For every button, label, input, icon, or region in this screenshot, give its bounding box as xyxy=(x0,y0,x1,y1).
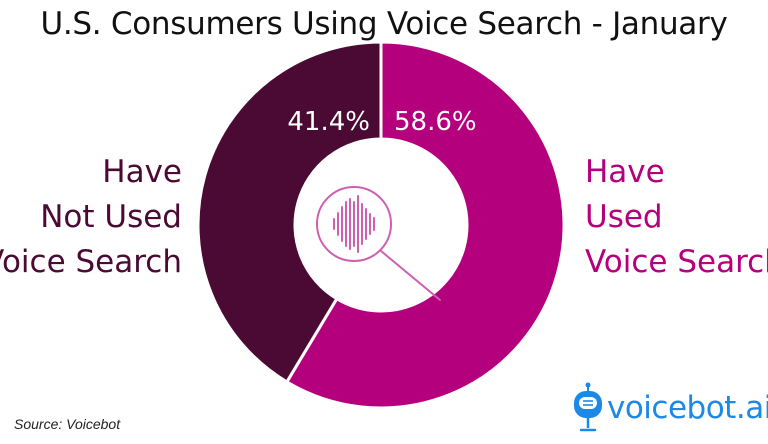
slice-label-line: Used xyxy=(585,199,663,235)
magnifier-soundwave-icon xyxy=(295,139,467,311)
voicebot-logo: voicebot.ai xyxy=(570,382,768,438)
slice-label-line: Voice Search xyxy=(585,244,768,280)
slice-label-line: Have xyxy=(585,154,665,190)
value-label-not-used: 41.4% xyxy=(287,107,370,137)
source-note: Source: Voicebot xyxy=(14,416,121,432)
robot-microphone-icon xyxy=(574,382,602,432)
value-label-used: 58.6% xyxy=(394,107,477,137)
slice-label-line: Have xyxy=(102,154,182,190)
logo-text: voicebot.ai xyxy=(607,390,768,426)
slice-label-line: Voice Search xyxy=(0,244,182,280)
slice-label-line: Not Used xyxy=(40,199,182,235)
slice-label-not-used: Have Not Used Voice Search xyxy=(0,150,182,285)
slice-label-used: Have Used Voice Search xyxy=(585,150,768,285)
